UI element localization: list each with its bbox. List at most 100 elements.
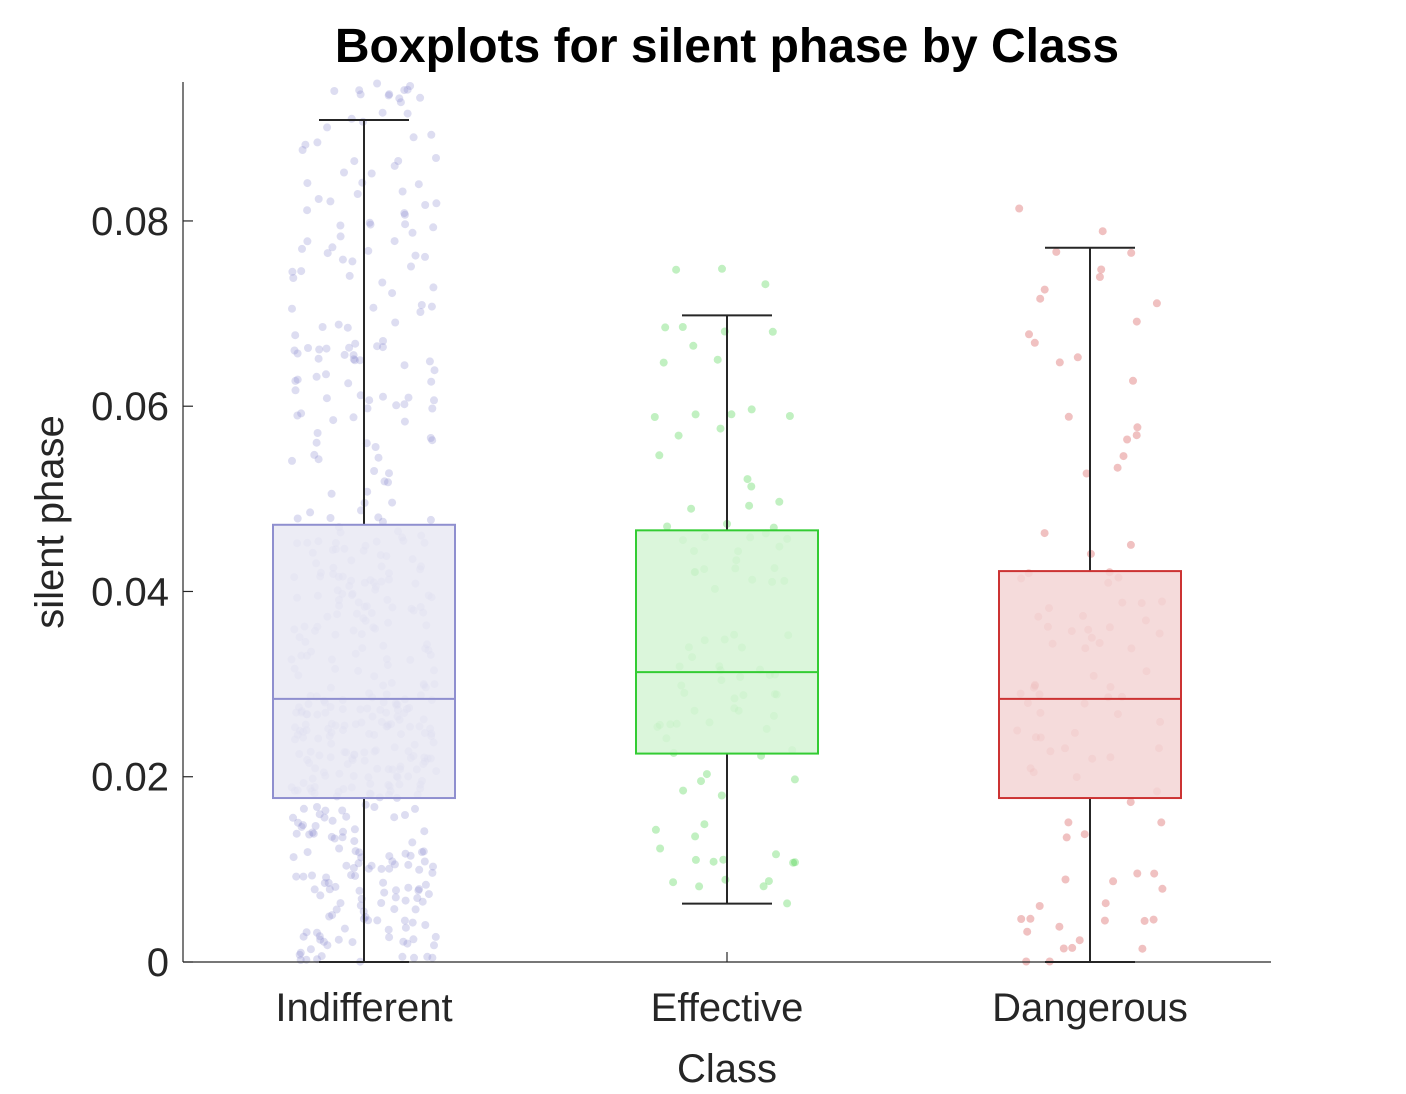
data-point [326, 197, 335, 206]
data-point [369, 303, 378, 312]
data-point [403, 109, 412, 118]
data-point [370, 803, 379, 811]
data-point [299, 872, 308, 881]
data-point [327, 832, 336, 841]
data-point [1068, 943, 1077, 952]
data-point [743, 475, 752, 484]
data-point [339, 827, 347, 836]
data-point [351, 871, 360, 880]
data-point [425, 357, 434, 366]
data-point [313, 429, 322, 437]
data-point [428, 404, 437, 413]
data-point [388, 498, 397, 507]
data-point [340, 168, 348, 177]
data-point [302, 928, 311, 937]
data-point [358, 178, 367, 187]
data-point [324, 878, 333, 887]
data-point [328, 911, 337, 920]
data-point [691, 410, 700, 419]
data-point [355, 848, 364, 857]
data-point [430, 941, 438, 950]
data-point [293, 349, 302, 358]
data-point [392, 886, 400, 895]
data-point [304, 344, 312, 352]
data-point [747, 405, 756, 414]
data-point [308, 828, 317, 837]
data-point [411, 905, 420, 914]
data-point [721, 875, 730, 884]
data-point [1073, 353, 1082, 362]
data-point [374, 513, 383, 522]
data-point [301, 140, 310, 149]
data-point [385, 864, 394, 873]
data-point [289, 274, 298, 282]
x-axis-label: Class [677, 1047, 777, 1091]
data-point [371, 443, 380, 451]
data-point [351, 847, 360, 856]
x-tick-label: Indifferent [275, 986, 452, 1030]
data-point [407, 262, 415, 271]
data-point [395, 94, 404, 103]
data-point [330, 834, 339, 843]
boxes [272, 118, 1182, 963]
data-point [323, 123, 332, 132]
data-point [379, 878, 388, 887]
data-point [293, 514, 302, 523]
data-point [363, 404, 372, 413]
data-point [400, 361, 409, 370]
data-point [379, 337, 387, 345]
data-point [390, 161, 399, 170]
data-point [764, 877, 773, 886]
data-point [377, 899, 386, 907]
data-point [1158, 884, 1167, 893]
data-point [299, 804, 308, 813]
data-point [429, 283, 438, 292]
data-point [772, 850, 780, 859]
data-point [429, 223, 438, 232]
data-point [396, 98, 405, 107]
data-point [325, 885, 334, 894]
data-point [310, 885, 319, 894]
y-tick-label: 0 [147, 941, 169, 985]
data-point [415, 885, 424, 894]
data-point [1126, 540, 1135, 549]
data-point [429, 862, 437, 871]
data-point [409, 133, 418, 142]
data-point [288, 456, 296, 465]
x-tick-label: Dangerous [992, 986, 1188, 1030]
data-point [374, 453, 383, 462]
data-point [674, 431, 683, 440]
data-point [789, 858, 798, 867]
data-point [785, 412, 794, 420]
data-point [1059, 944, 1068, 953]
data-point [408, 838, 417, 847]
data-point [385, 469, 393, 478]
data-point [293, 411, 302, 420]
data-point [761, 280, 770, 289]
box-indifferent [272, 523, 456, 800]
data-point [1132, 317, 1141, 326]
data-point [303, 179, 312, 188]
data-point [418, 897, 427, 906]
data-point [335, 844, 344, 853]
data-point [421, 252, 429, 261]
data-point [314, 354, 323, 363]
data-point [669, 878, 678, 887]
data-point [1095, 273, 1104, 281]
data-point [421, 880, 430, 889]
data-point [424, 890, 433, 899]
data-point [330, 87, 339, 95]
data-point [308, 871, 316, 880]
data-point [373, 916, 382, 925]
data-point [427, 130, 436, 139]
data-point [336, 221, 345, 230]
data-point [413, 894, 422, 903]
data-point [390, 860, 399, 869]
data-point [349, 355, 358, 364]
data-point [1132, 431, 1141, 440]
data-point [1152, 299, 1161, 308]
data-point [400, 86, 409, 95]
data-point [1055, 922, 1064, 931]
data-point [298, 244, 306, 253]
